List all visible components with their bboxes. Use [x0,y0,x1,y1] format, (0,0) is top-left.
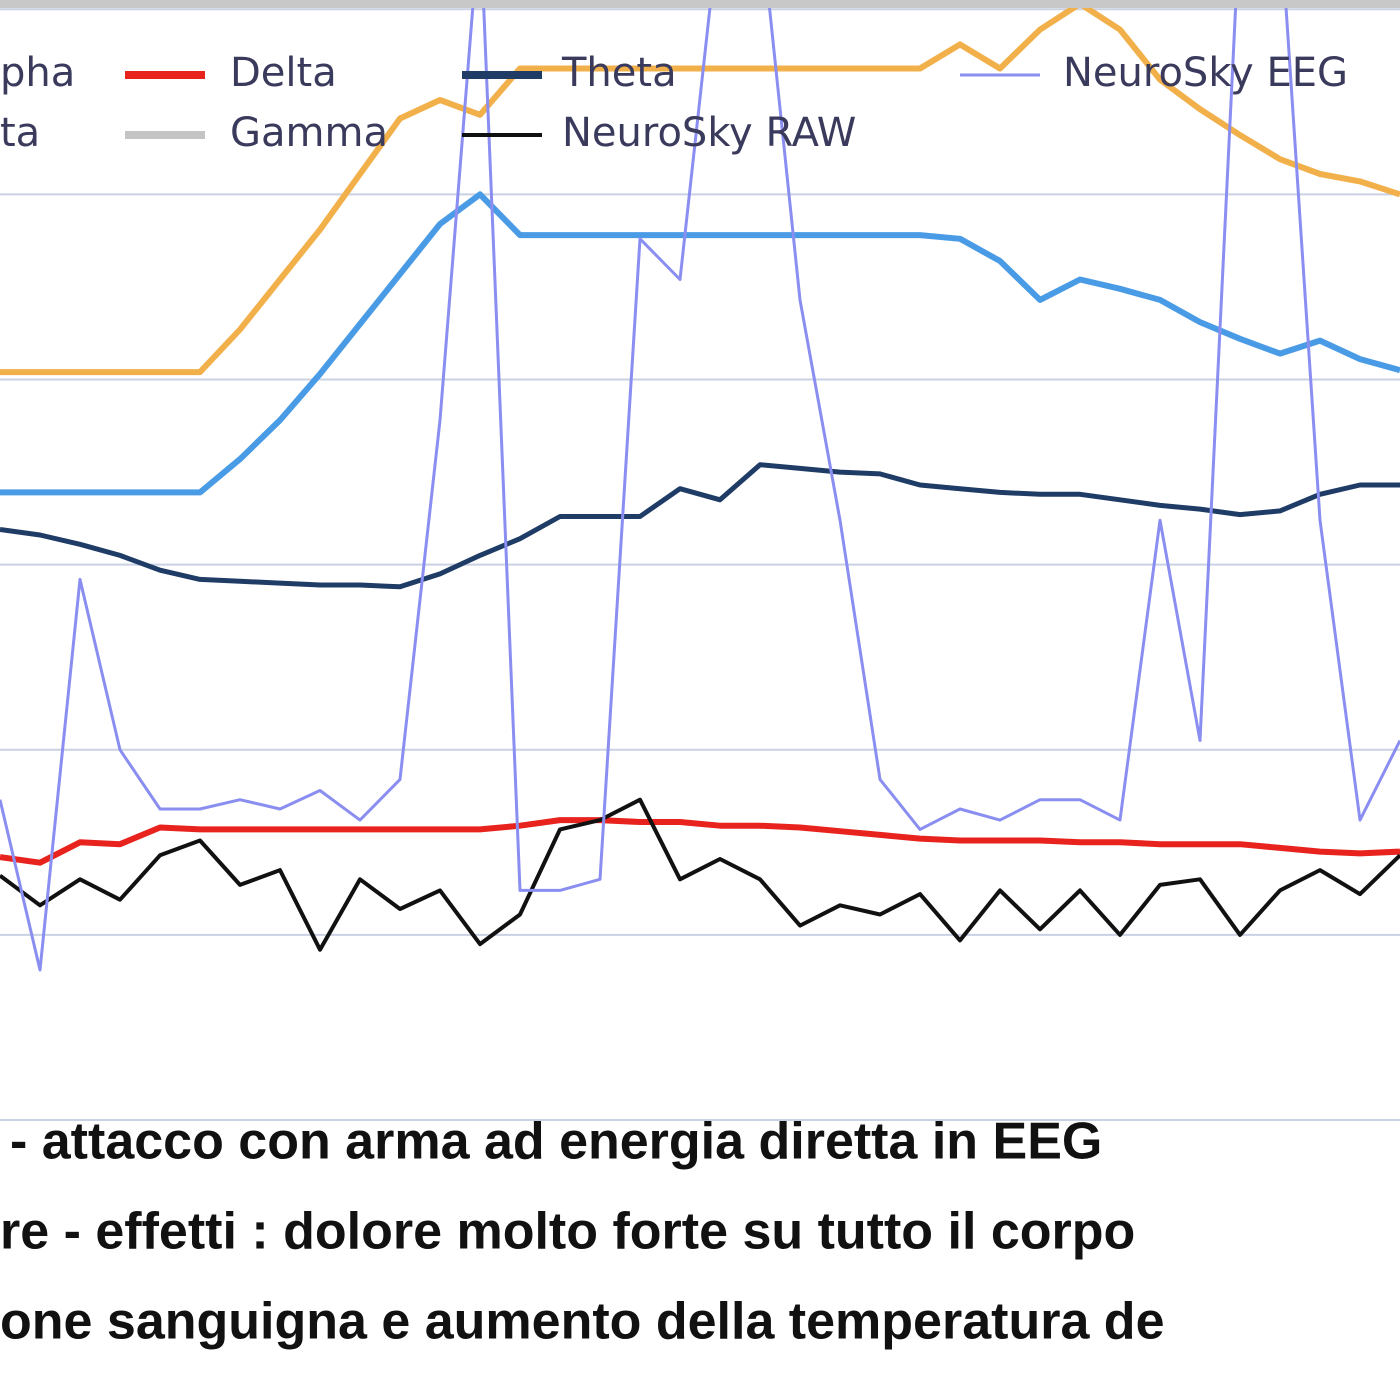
legend-label: Delta [230,50,337,96]
series-line [0,462,1400,590]
series-line [0,817,1400,866]
series-line [0,191,1400,496]
series-line [0,797,1400,952]
legend-label: NeuroSky EEG [1063,50,1348,96]
legend: pha ta Delta Gamma Theta NeuroSky RAW NeuroSky… [0,50,1348,156]
caption-line: re - effetti : dolore molto forte su tut… [0,1203,1135,1261]
legend-label: Theta [561,50,677,96]
series-line [0,8,1400,376]
top-border [0,0,1400,8]
legend-label: pha [0,50,75,96]
caption: - attacco con arma ad energia diretta in… [0,1113,1165,1351]
series-line [0,8,1400,972]
grid [0,8,1400,1121]
legend-label: ta [0,110,40,156]
caption-line: - attacco con arma ad energia diretta in… [10,1113,1102,1171]
caption-line: one sanguigna e aumento della temperatur… [0,1293,1165,1351]
legend-label: NeuroSky RAW [562,110,856,156]
legend-label: Gamma [230,110,388,156]
plot-area [0,8,1400,972]
